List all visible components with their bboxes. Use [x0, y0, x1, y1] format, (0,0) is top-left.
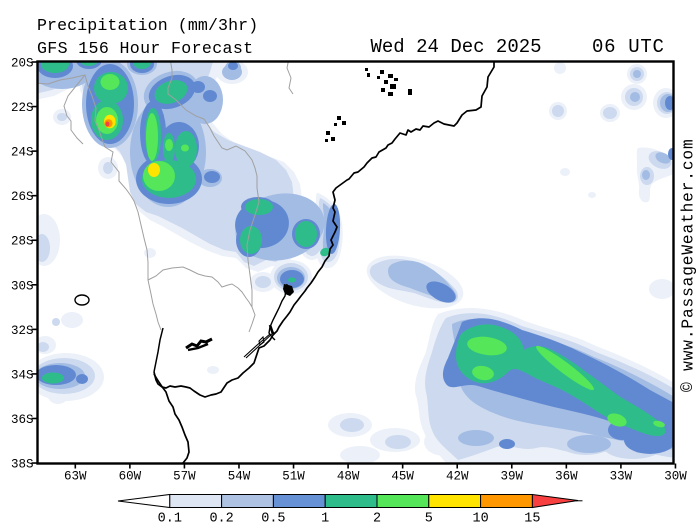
svg-text:36S: 36S — [11, 413, 34, 427]
svg-text:0.2: 0.2 — [209, 512, 233, 525]
svg-text:63W: 63W — [64, 470, 87, 484]
svg-text:28S: 28S — [11, 235, 34, 249]
svg-text:54W: 54W — [228, 470, 251, 484]
svg-text:34S: 34S — [11, 368, 34, 382]
svg-text:57W: 57W — [173, 470, 196, 484]
svg-text:26S: 26S — [11, 190, 34, 204]
svg-text:20S: 20S — [11, 57, 34, 71]
svg-text:22S: 22S — [11, 101, 34, 115]
svg-text:60W: 60W — [119, 470, 142, 484]
svg-text:48W: 48W — [337, 470, 360, 484]
svg-text:33W: 33W — [610, 470, 633, 484]
svg-text:0.1: 0.1 — [158, 512, 182, 525]
svg-text:42W: 42W — [446, 470, 469, 484]
svg-text:24S: 24S — [11, 146, 34, 160]
svg-text:30S: 30S — [11, 279, 34, 293]
svg-text:Wed 24 Dec 2025: Wed 24 Dec 2025 — [371, 36, 542, 58]
svg-text:10: 10 — [472, 512, 488, 525]
svg-text:45W: 45W — [391, 470, 414, 484]
svg-text:2: 2 — [373, 512, 381, 525]
svg-text:5: 5 — [425, 512, 433, 525]
svg-text:Precipitation (mm/3hr): Precipitation (mm/3hr) — [37, 16, 258, 35]
svg-text:1: 1 — [321, 512, 329, 525]
svg-text:36W: 36W — [555, 470, 578, 484]
svg-text:15: 15 — [524, 512, 540, 525]
svg-text:0.5: 0.5 — [261, 512, 285, 525]
svg-text:39W: 39W — [501, 470, 524, 484]
svg-text:06 UTC: 06 UTC — [592, 36, 665, 58]
svg-text:38S: 38S — [11, 458, 34, 472]
svg-text:GFS 156 Hour Forecast: GFS 156 Hour Forecast — [37, 39, 253, 58]
svg-text:51W: 51W — [282, 470, 305, 484]
svg-text:© www.PassageWeather.com: © www.PassageWeather.com — [680, 138, 698, 392]
svg-text:30W: 30W — [664, 470, 687, 484]
svg-text:32S: 32S — [11, 324, 34, 338]
